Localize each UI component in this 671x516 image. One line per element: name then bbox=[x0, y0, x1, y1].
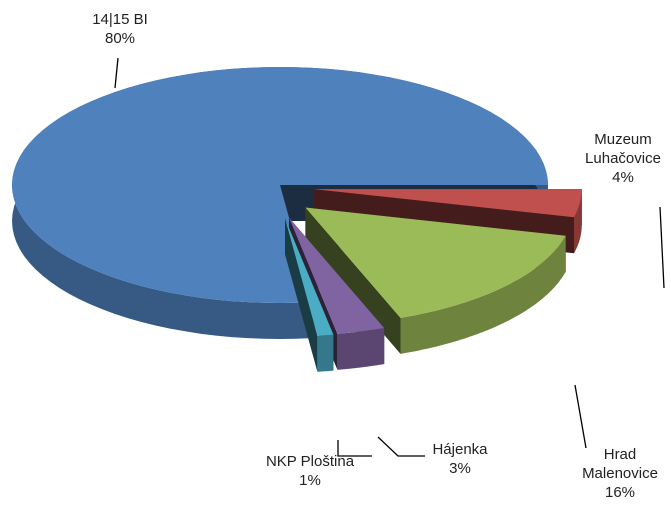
leader-line bbox=[114, 57, 119, 89]
slice-side bbox=[400, 235, 566, 354]
category-label: NKP Ploština bbox=[265, 453, 355, 470]
value-label: 1% bbox=[299, 472, 321, 489]
category-label: 14|15 BI bbox=[92, 11, 148, 28]
slice-side bbox=[317, 334, 334, 372]
slice-side bbox=[574, 189, 582, 254]
slices bbox=[12, 67, 582, 372]
slice-side bbox=[305, 207, 401, 354]
category-label: Hrad Malenovice bbox=[582, 446, 658, 482]
slice bbox=[289, 217, 385, 334]
value-label: 4% bbox=[612, 169, 634, 186]
slice bbox=[313, 189, 582, 218]
category-label: Muzeum Luhačovice bbox=[585, 131, 661, 167]
leader-lines bbox=[114, 57, 665, 457]
slice-label: Hájenka 3% bbox=[420, 440, 500, 478]
slice-label: NKP Ploština 1% bbox=[250, 452, 370, 490]
slice-side bbox=[337, 328, 385, 370]
slice bbox=[305, 207, 566, 318]
leader-line bbox=[337, 440, 372, 457]
slice bbox=[12, 67, 548, 303]
value-label: 3% bbox=[449, 460, 471, 477]
value-label: 80% bbox=[104, 30, 136, 47]
category-label: Hájenka bbox=[432, 441, 488, 458]
value-label: 16% bbox=[604, 484, 636, 501]
slice-label: Muzeum Luhačovice 4% bbox=[575, 130, 671, 187]
slice-side bbox=[285, 218, 318, 372]
leader-line bbox=[574, 384, 587, 449]
slice-label: Hrad Malenovice 16% bbox=[572, 445, 668, 502]
slice-label: 14|15 BI 80% bbox=[60, 10, 180, 48]
leader-line bbox=[377, 436, 425, 457]
leader-line bbox=[659, 206, 665, 289]
slice bbox=[285, 218, 334, 336]
